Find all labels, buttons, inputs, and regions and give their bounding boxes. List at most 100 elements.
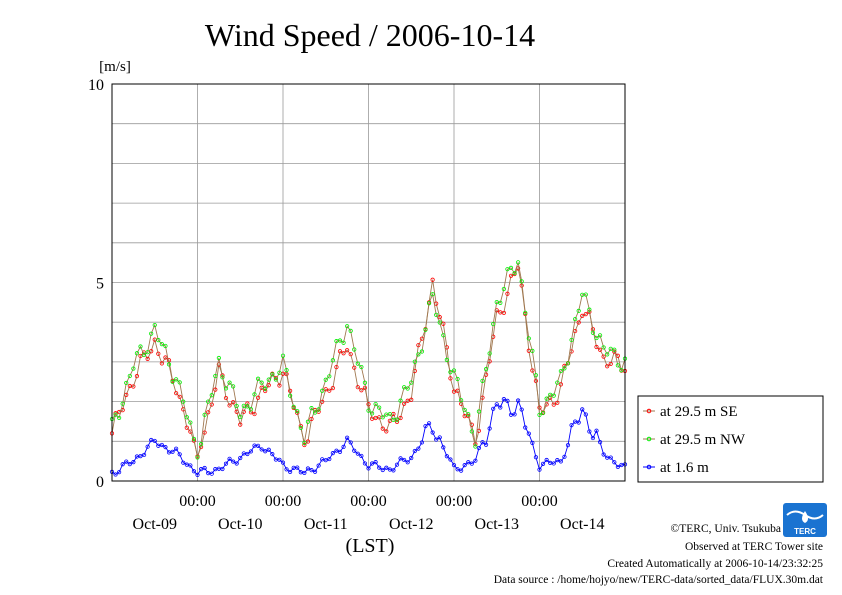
series-point: [352, 365, 357, 370]
series-point: [316, 407, 321, 412]
series-point: [159, 442, 164, 448]
series-point: [177, 394, 182, 399]
series-point: [419, 349, 425, 354]
series-point: [398, 456, 403, 461]
series-point: [302, 442, 307, 448]
series-point: [159, 341, 164, 347]
series-point: [377, 465, 382, 470]
series-point: [198, 442, 204, 447]
x-axis-label: (LST): [346, 535, 395, 557]
series-point: [483, 367, 489, 372]
series-point: [448, 370, 453, 375]
series-point: [195, 455, 200, 460]
series-point: [608, 361, 613, 367]
series-point: [341, 351, 346, 356]
series-point: [555, 400, 560, 405]
series-point: [330, 358, 335, 363]
y-tick-label: 10: [88, 77, 104, 94]
series-point: [537, 405, 542, 410]
series-point: [348, 328, 353, 333]
series-point: [562, 454, 567, 459]
series-point: [369, 411, 375, 416]
series-point: [337, 349, 343, 354]
series-point: [384, 429, 389, 434]
series-point: [483, 442, 489, 447]
series-point: [248, 407, 254, 412]
series-point: [227, 380, 232, 385]
series-point: [619, 368, 624, 373]
series-point: [255, 376, 261, 381]
series-point: [259, 380, 264, 385]
series-point: [127, 373, 132, 379]
series-point: [238, 455, 243, 461]
series-point: [402, 457, 407, 463]
series-point: [138, 353, 143, 359]
series-line: [111, 262, 626, 458]
series-point: [601, 354, 606, 359]
x-day-label: Oct-13: [475, 516, 519, 533]
series-point: [537, 412, 542, 417]
series-point: [156, 351, 161, 356]
series-point: [409, 397, 414, 402]
series-point: [540, 461, 546, 466]
series-point: [412, 448, 417, 454]
series-point: [323, 387, 328, 392]
series-point: [220, 466, 225, 472]
series-point: [426, 421, 432, 426]
series-point: [255, 443, 261, 448]
series-point: [359, 388, 364, 393]
series-point: [558, 368, 563, 374]
series-point: [473, 444, 478, 449]
series-point: [505, 291, 510, 296]
series-point: [134, 351, 140, 356]
series-point: [213, 387, 218, 392]
series-point: [348, 440, 353, 445]
legend-swatch-marker: [646, 436, 652, 442]
series-point: [494, 402, 499, 407]
series-point: [252, 411, 257, 417]
series-point: [309, 468, 314, 473]
series-point: [444, 454, 449, 459]
series-point: [312, 469, 318, 474]
series-point: [206, 410, 211, 415]
series-point: [565, 361, 571, 366]
series-point: [402, 385, 407, 390]
series-point: [434, 312, 439, 317]
series-point: [209, 471, 214, 476]
series-point: [533, 373, 539, 378]
series-point: [469, 461, 474, 466]
series-point: [615, 353, 620, 358]
series-point: [163, 343, 168, 349]
series-point: [594, 335, 599, 341]
series-point: [337, 338, 343, 343]
series-point: [191, 436, 197, 442]
series-point: [291, 404, 296, 409]
series-point: [131, 384, 136, 389]
x-hour-tick-label: 00:00: [265, 493, 301, 510]
series-point: [501, 397, 506, 402]
series-point: [491, 321, 496, 327]
series-point: [266, 447, 271, 452]
series-point: [188, 420, 193, 425]
series-point: [448, 376, 453, 381]
series-point: [298, 425, 303, 431]
series-point: [590, 330, 596, 335]
series-point: [145, 350, 150, 355]
series-point: [273, 377, 278, 382]
series-point: [498, 300, 503, 305]
series-point: [551, 393, 556, 398]
series-point: [312, 410, 318, 415]
series-point: [384, 465, 389, 470]
series-point: [594, 428, 599, 433]
series-point: [423, 327, 428, 332]
series-point: [337, 449, 343, 454]
series-point: [348, 352, 353, 357]
series-point: [508, 273, 514, 278]
series-point: [426, 301, 432, 306]
series-point: [327, 388, 332, 393]
series-point: [476, 409, 482, 414]
series-point: [198, 467, 204, 472]
series-point: [480, 378, 485, 383]
series-point: [380, 415, 385, 420]
series-point: [501, 310, 506, 316]
